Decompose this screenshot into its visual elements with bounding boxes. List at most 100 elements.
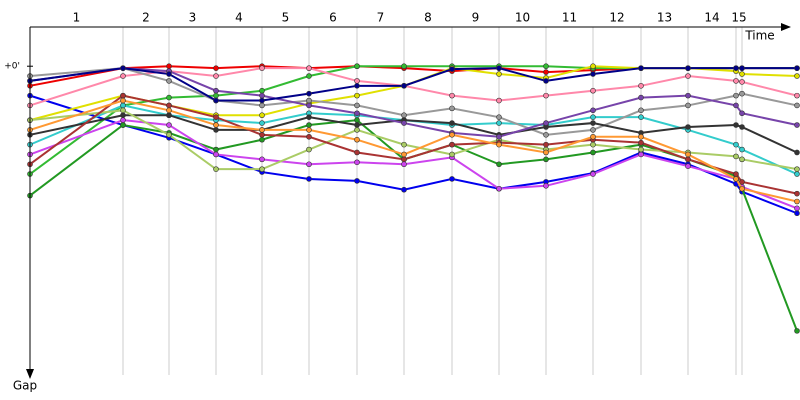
series-point <box>401 120 407 126</box>
series-point <box>306 73 312 79</box>
series-point <box>739 146 745 153</box>
series-point <box>449 132 455 138</box>
series-point <box>543 120 549 126</box>
series-point <box>733 102 739 109</box>
series-point <box>543 132 549 138</box>
series-point <box>306 65 312 71</box>
series-point <box>401 112 407 119</box>
series-point <box>120 112 126 119</box>
series-point <box>306 176 312 182</box>
lap-label: 4 <box>235 11 243 25</box>
series-point <box>590 133 596 140</box>
series-point <box>166 102 172 109</box>
series-point <box>590 149 596 156</box>
series-point <box>638 139 644 146</box>
series-point <box>354 92 360 99</box>
series-point <box>739 110 745 117</box>
series-point <box>739 79 745 85</box>
series-point <box>685 151 691 158</box>
series-point <box>739 124 745 130</box>
series-point <box>733 171 739 177</box>
series-point <box>739 65 745 71</box>
series-point <box>401 151 407 158</box>
grid <box>27 27 743 375</box>
series-point <box>638 146 644 153</box>
lap-label: 1 <box>73 11 81 25</box>
series-point <box>259 156 265 163</box>
y-tick-label: +0' <box>4 62 20 72</box>
lap-label: 5 <box>282 11 290 25</box>
series-point <box>166 107 172 114</box>
series-point <box>794 166 800 172</box>
series-point <box>259 166 265 172</box>
series-point <box>496 120 502 126</box>
series-point <box>590 87 596 94</box>
lap-label: 8 <box>424 11 432 25</box>
series-point <box>543 78 549 84</box>
series-point <box>590 107 596 114</box>
series-point <box>354 83 360 89</box>
series-point <box>213 92 219 99</box>
series-point <box>733 78 739 84</box>
series-point <box>496 185 502 192</box>
series-point <box>590 120 596 126</box>
series-point <box>638 83 644 89</box>
series-point <box>166 71 172 77</box>
series-point <box>166 112 172 119</box>
series-point <box>685 163 691 169</box>
series-point <box>449 151 455 158</box>
series-point <box>733 65 739 71</box>
series-point <box>794 171 800 177</box>
series-point <box>638 94 644 101</box>
series-point <box>739 156 745 163</box>
series-point <box>590 63 596 70</box>
series-point <box>213 73 219 79</box>
lap-label: 9 <box>472 11 480 25</box>
lap-label: 12 <box>609 11 624 25</box>
series-point <box>496 71 502 77</box>
series-line <box>29 109 798 171</box>
series-point <box>213 166 219 172</box>
series-point <box>733 92 739 99</box>
lap-label: 14 <box>704 11 719 25</box>
series-point <box>213 146 219 153</box>
series-point <box>354 178 360 184</box>
series-point <box>449 105 455 112</box>
series-point <box>259 112 265 119</box>
series-point <box>543 149 549 156</box>
series-point <box>401 63 407 70</box>
series-point <box>213 114 219 120</box>
series-point <box>685 92 691 99</box>
series-point <box>259 65 265 71</box>
series-point <box>496 65 502 71</box>
series-point <box>213 122 219 128</box>
series-point <box>590 127 596 133</box>
series-point <box>685 102 691 109</box>
series-point <box>354 149 360 156</box>
series-point <box>733 176 739 182</box>
series-point <box>543 69 549 75</box>
series-point <box>166 94 172 101</box>
series-point <box>543 183 549 189</box>
series-point <box>166 122 172 128</box>
series-point <box>354 159 360 166</box>
series-point <box>213 127 219 133</box>
series-point <box>794 149 800 156</box>
series-point <box>449 66 455 72</box>
series-point <box>166 63 172 70</box>
series-point <box>739 179 745 185</box>
series-point <box>685 124 691 130</box>
series-line <box>29 119 798 210</box>
series-point <box>213 87 219 94</box>
series-point <box>259 127 265 133</box>
lap-label: 2 <box>142 11 150 25</box>
series-point <box>794 122 800 128</box>
series-point <box>794 65 800 71</box>
series-point <box>638 151 644 158</box>
lap-label: 6 <box>329 11 337 25</box>
series-point <box>354 102 360 109</box>
series-point <box>213 151 219 158</box>
series-point <box>120 107 126 114</box>
series-point <box>496 114 502 120</box>
series-point <box>306 97 312 104</box>
